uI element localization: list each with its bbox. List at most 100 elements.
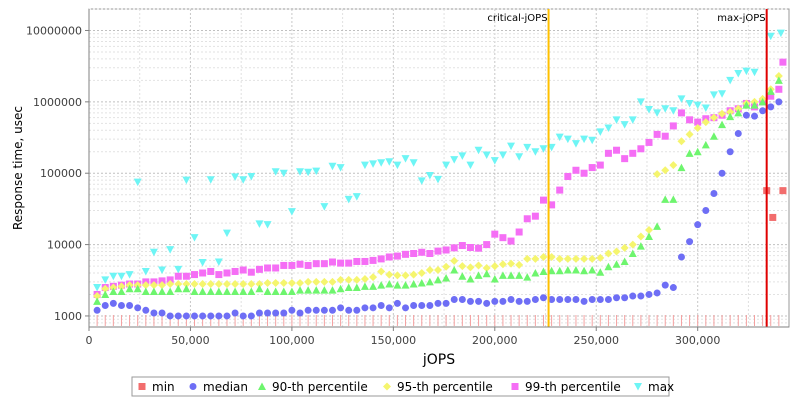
data-point bbox=[328, 277, 337, 286]
data-point bbox=[255, 220, 264, 228]
data-point bbox=[125, 284, 134, 293]
data-point bbox=[776, 29, 785, 38]
data-point bbox=[263, 278, 272, 287]
data-point bbox=[312, 306, 320, 314]
data-point bbox=[718, 109, 727, 118]
legend-item: min bbox=[138, 380, 175, 394]
data-point bbox=[263, 221, 272, 229]
data-point bbox=[588, 136, 597, 145]
data-point bbox=[337, 304, 345, 312]
data-point bbox=[693, 147, 702, 156]
data-point bbox=[531, 268, 540, 277]
legend-swatch bbox=[258, 382, 266, 390]
x-tick-label: 150,000 bbox=[371, 334, 417, 347]
data-point bbox=[766, 32, 775, 41]
data-point bbox=[361, 257, 369, 265]
data-point bbox=[507, 271, 516, 279]
data-point bbox=[709, 91, 718, 99]
data-point bbox=[507, 259, 516, 268]
data-point bbox=[669, 284, 677, 292]
data-point bbox=[320, 203, 329, 211]
data-point bbox=[775, 98, 783, 106]
data-point bbox=[344, 275, 353, 284]
series-max bbox=[93, 29, 785, 292]
data-point bbox=[661, 166, 670, 175]
data-point bbox=[417, 177, 426, 185]
data-point bbox=[109, 299, 117, 307]
data-point bbox=[214, 258, 223, 267]
data-point bbox=[141, 287, 150, 296]
data-point bbox=[726, 112, 735, 121]
data-point bbox=[669, 195, 678, 203]
legend-label: max bbox=[648, 380, 674, 394]
data-point bbox=[515, 297, 523, 305]
data-point bbox=[548, 295, 556, 303]
data-point bbox=[482, 263, 491, 272]
y-tick-label: 100000 bbox=[40, 167, 82, 180]
data-point bbox=[288, 306, 296, 314]
data-point bbox=[401, 271, 410, 280]
data-point bbox=[206, 280, 215, 289]
data-point bbox=[604, 262, 613, 271]
data-point bbox=[726, 76, 735, 85]
data-point bbox=[466, 263, 475, 272]
data-point bbox=[393, 281, 402, 289]
data-point bbox=[198, 287, 207, 296]
data-point bbox=[312, 277, 321, 286]
data-point bbox=[563, 135, 572, 144]
data-point bbox=[751, 112, 759, 120]
legend-box bbox=[131, 376, 670, 397]
data-point bbox=[547, 143, 556, 152]
data-point bbox=[190, 280, 199, 289]
data-point bbox=[734, 130, 742, 138]
data-point bbox=[718, 90, 727, 98]
data-point bbox=[515, 260, 524, 269]
data-point bbox=[628, 249, 637, 257]
data-point bbox=[677, 95, 686, 103]
data-point bbox=[207, 312, 215, 320]
data-point bbox=[222, 287, 231, 296]
data-point bbox=[758, 97, 767, 106]
data-point bbox=[231, 287, 240, 296]
data-point bbox=[759, 107, 767, 115]
data-point bbox=[336, 164, 345, 172]
data-point bbox=[769, 213, 777, 221]
data-point bbox=[410, 302, 418, 310]
data-point bbox=[296, 260, 304, 268]
data-point bbox=[637, 292, 645, 300]
annotation-label: critical-jOPS bbox=[487, 13, 547, 24]
data-point bbox=[686, 238, 694, 246]
data-point bbox=[328, 162, 337, 171]
data-point bbox=[685, 130, 694, 139]
data-point bbox=[279, 278, 288, 287]
legend-item: 99-th percentile bbox=[511, 380, 621, 394]
data-point bbox=[564, 172, 572, 180]
data-point bbox=[701, 140, 710, 149]
data-point bbox=[191, 271, 199, 279]
data-point bbox=[677, 253, 685, 261]
data-point bbox=[182, 272, 190, 280]
data-point bbox=[490, 262, 499, 271]
data-point bbox=[255, 309, 263, 317]
data-point bbox=[709, 132, 718, 140]
data-point bbox=[418, 302, 426, 310]
data-point bbox=[620, 243, 629, 252]
data-point bbox=[207, 267, 215, 275]
data-point bbox=[182, 312, 190, 320]
data-point bbox=[393, 252, 401, 260]
series-95-th-percentile bbox=[93, 72, 783, 301]
data-point bbox=[433, 266, 442, 275]
data-point bbox=[369, 160, 378, 168]
data-point bbox=[377, 281, 386, 289]
data-point bbox=[442, 246, 450, 254]
data-point bbox=[458, 152, 467, 160]
data-point bbox=[158, 281, 167, 290]
data-point bbox=[483, 299, 491, 307]
data-point bbox=[352, 275, 361, 284]
data-point bbox=[580, 266, 589, 275]
data-point bbox=[401, 155, 410, 163]
data-point bbox=[255, 280, 264, 289]
data-point bbox=[369, 256, 377, 264]
data-point bbox=[418, 248, 426, 256]
data-point bbox=[539, 145, 548, 153]
